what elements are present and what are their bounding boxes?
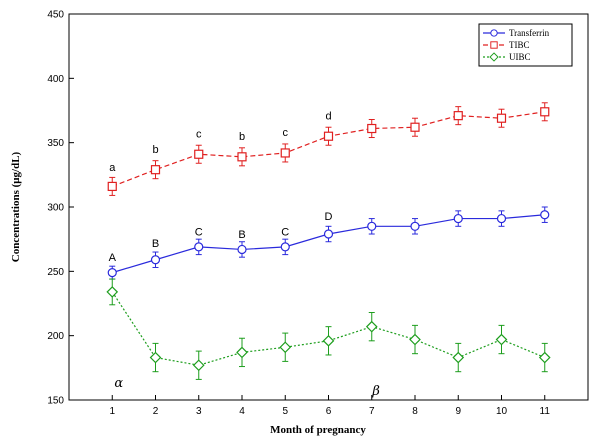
- series-line-transferrin: [112, 214, 545, 274]
- annotation-label: A: [109, 252, 117, 264]
- data-point-uibc: [322, 334, 335, 347]
- data-point-transferrin: [323, 229, 334, 239]
- x-tick-label: 5: [282, 406, 288, 417]
- y-tick-label: 450: [47, 10, 64, 21]
- legend-label-uibc: UIBC: [509, 52, 531, 62]
- data-point-transferrin: [150, 255, 161, 265]
- data-point-transferrin: [107, 268, 117, 278]
- series-tibc: [107, 102, 550, 196]
- legend-label-tibc: TIBC: [509, 40, 530, 50]
- y-axis: 150 200 250 300 350 400 450: [47, 10, 74, 407]
- x-tick-label: 4: [239, 406, 245, 417]
- data-point-uibc: [279, 341, 292, 354]
- data-point-transferrin: [367, 221, 377, 231]
- y-tick-label: 350: [47, 138, 64, 149]
- data-point-tibc: [107, 181, 117, 192]
- series-line-tibc: [112, 111, 545, 187]
- x-tick-label: 3: [196, 406, 202, 417]
- data-point-transferrin: [410, 221, 420, 231]
- annotation-label: a: [109, 162, 116, 174]
- annotation-label: B: [152, 238, 159, 250]
- annotation-label: B: [238, 229, 245, 241]
- data-point-tibc: [367, 123, 377, 134]
- x-tick-label: 6: [326, 406, 332, 417]
- data-point-tibc: [280, 148, 290, 158]
- legend-marker-uibc: [489, 52, 499, 62]
- data-point-uibc: [495, 333, 508, 346]
- data-point-tibc: [150, 165, 161, 175]
- annotation-label: b: [239, 131, 245, 143]
- legend: Transferrin TIBC UIBC: [478, 23, 573, 67]
- annotation-label: D: [325, 211, 333, 223]
- annotation-label: d: [325, 111, 331, 123]
- series-uibc: [106, 278, 551, 380]
- x-tick-label: 11: [540, 406, 551, 417]
- x-tick-label: 7: [369, 406, 375, 417]
- series-layer: [106, 102, 551, 380]
- data-point-tibc: [453, 111, 463, 121]
- data-point-tibc: [540, 107, 550, 117]
- data-point-tibc: [237, 152, 247, 162]
- y-tick-label: 200: [47, 331, 64, 342]
- annotation-label: α: [114, 376, 123, 391]
- data-point-uibc: [409, 333, 421, 346]
- data-point-uibc: [149, 351, 162, 364]
- data-point-transferrin: [540, 210, 550, 220]
- data-point-transferrin: [280, 242, 290, 252]
- annotation-label: β: [371, 384, 380, 399]
- y-axis-title: Concentrations (μg/dL): [10, 151, 22, 262]
- data-point-transferrin: [194, 242, 204, 252]
- data-point-tibc: [496, 113, 507, 123]
- annotations: A B C B C Da b c b c d α β: [109, 111, 380, 399]
- data-point-transferrin: [496, 213, 507, 224]
- x-tick-label: 1: [109, 406, 115, 417]
- annotation-label: C: [281, 226, 289, 238]
- x-axis-title: Month of pregnancy: [270, 424, 366, 436]
- data-point-uibc: [106, 286, 119, 298]
- data-point-tibc: [410, 122, 420, 132]
- legend-marker-transferrin: [490, 29, 498, 37]
- legend-label-transferrin: Transferrin: [509, 28, 550, 38]
- y-tick-label: 250: [47, 267, 64, 278]
- annotation-label: C: [195, 226, 203, 238]
- annotation-label: c: [196, 129, 202, 141]
- x-axis: 1 2 3 4 5 6 7 8 9 10 11: [109, 395, 550, 417]
- data-point-uibc: [452, 351, 465, 364]
- legend-marker-tibc: [490, 41, 498, 49]
- data-point-uibc: [538, 351, 551, 364]
- y-tick-label: 300: [47, 203, 64, 214]
- annotation-label: b: [152, 144, 158, 156]
- x-tick-label: 2: [153, 406, 159, 417]
- series-line-uibc: [111, 291, 545, 366]
- x-tick-label: 9: [455, 406, 461, 417]
- x-tick-label: 10: [496, 406, 508, 417]
- data-point-uibc: [192, 359, 205, 372]
- data-point-tibc: [194, 149, 204, 159]
- data-point-uibc: [236, 346, 248, 359]
- data-point-uibc: [365, 320, 378, 333]
- data-point-tibc: [323, 131, 334, 141]
- y-tick-label: 400: [47, 74, 64, 85]
- x-tick-label: 8: [412, 406, 418, 417]
- annotation-label: c: [283, 127, 289, 139]
- data-point-transferrin: [453, 213, 463, 224]
- data-point-transferrin: [237, 244, 247, 255]
- y-tick-label: 150: [47, 396, 64, 407]
